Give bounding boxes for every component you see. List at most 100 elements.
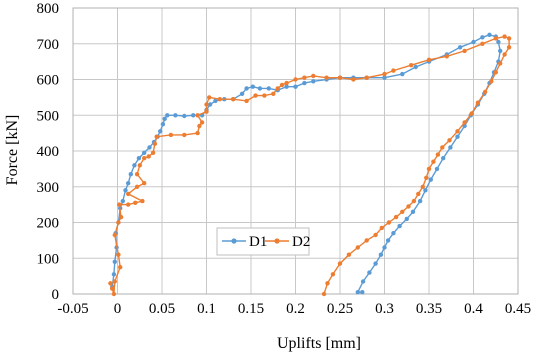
legend: D1 D2 xyxy=(216,227,310,256)
series-d2-point xyxy=(321,291,327,297)
series-d1-point xyxy=(367,270,372,275)
series-d2-point xyxy=(325,281,330,286)
series-d1-point xyxy=(423,188,428,193)
series-d2-point xyxy=(379,225,384,231)
series-d1-point xyxy=(142,150,147,155)
series-d2-point xyxy=(393,214,399,220)
y-tick-label: 0 xyxy=(52,287,60,303)
series-d1-point xyxy=(162,116,167,122)
series-d1-point xyxy=(128,172,133,177)
series-d2-point xyxy=(330,272,336,277)
series-d2-point xyxy=(302,75,307,80)
series-d2-point xyxy=(435,152,441,157)
series-d1-point xyxy=(111,272,117,277)
series-d1-point xyxy=(428,177,433,182)
series-d2-point xyxy=(455,129,460,134)
legend-d1-label: D1 xyxy=(249,234,267,250)
series-d2-point xyxy=(279,82,285,88)
series-d2-point xyxy=(112,232,118,238)
x-tick-label: 0.2 xyxy=(286,301,305,317)
series-d2-point xyxy=(444,54,449,59)
series-d2-point xyxy=(482,89,488,95)
series-d1-point xyxy=(471,39,476,45)
series-d2-point xyxy=(271,91,276,97)
series-d2-point xyxy=(133,200,138,205)
series-d2-point xyxy=(493,70,498,75)
x-tick-label: 0.35 xyxy=(416,301,442,317)
series-d1-point xyxy=(378,252,384,257)
series-d1-point xyxy=(373,261,378,266)
series-d1-point xyxy=(360,290,365,295)
series-d2-point xyxy=(406,204,411,209)
x-tick-label: 0.3 xyxy=(375,301,394,317)
y-axis-title: Force [kN] xyxy=(4,115,21,186)
series-d2-point xyxy=(447,138,452,143)
series-layer xyxy=(108,32,512,297)
series-d2-point xyxy=(440,145,445,150)
y-tick-label: 800 xyxy=(37,1,60,17)
series-d1-point xyxy=(136,156,142,161)
series-d2-point xyxy=(462,48,467,54)
series-d2-point xyxy=(150,150,156,155)
series-d1-point xyxy=(498,48,503,54)
y-tick-label: 500 xyxy=(37,108,60,124)
series-d2-point xyxy=(137,163,142,168)
series-d2-line xyxy=(109,35,510,295)
series-d1-point xyxy=(434,166,440,172)
series-d1-point xyxy=(302,80,307,86)
series-d2-point xyxy=(506,45,512,50)
series-d1-point xyxy=(455,134,460,139)
series-d1-point xyxy=(487,32,492,37)
series-d2-point xyxy=(475,100,481,105)
series-d2-point xyxy=(293,77,298,82)
series-d2-point xyxy=(311,73,316,79)
series-d1-point xyxy=(132,163,137,168)
series-d2-point xyxy=(204,109,209,114)
series-d2-point xyxy=(262,93,267,98)
series-d1-point xyxy=(311,79,316,84)
series-d2-point xyxy=(116,252,121,257)
series-d2-point xyxy=(195,113,200,118)
series-d2-point xyxy=(382,71,387,77)
series-d2-point xyxy=(204,102,209,107)
series-d2-point xyxy=(111,291,117,297)
series-d1-point xyxy=(239,91,245,97)
series-d2-point xyxy=(364,238,369,243)
series-d2-point xyxy=(502,34,507,39)
y-tick-label: 600 xyxy=(37,73,60,89)
series-d1-point xyxy=(244,86,249,91)
series-d1-point xyxy=(284,84,289,89)
x-tick-label: 0.45 xyxy=(505,301,531,317)
series-d2-point xyxy=(373,232,378,238)
series-d2-point xyxy=(426,57,432,62)
series-d1-point xyxy=(158,129,163,134)
series-d1-point xyxy=(191,113,196,118)
y-tick-label: 300 xyxy=(37,180,60,196)
series-d2-point xyxy=(253,93,258,98)
series-d1-point xyxy=(360,279,366,284)
series-d2-point xyxy=(426,166,432,172)
series-d1-point xyxy=(441,156,446,161)
series-d2-point xyxy=(337,75,343,80)
series-d1-point xyxy=(397,223,402,229)
series-d2-point xyxy=(409,62,414,68)
series-d2-point xyxy=(182,132,187,138)
legend-d2-label: D2 xyxy=(292,234,310,250)
series-d2-point xyxy=(118,265,123,270)
series-d2-point xyxy=(110,286,115,291)
series-d1-point xyxy=(126,181,131,186)
series-d2-point xyxy=(146,154,151,159)
series-d1-point xyxy=(213,98,218,104)
series-d2-point xyxy=(462,120,467,125)
series-d1-point xyxy=(293,84,298,89)
series-d1-point xyxy=(250,84,255,89)
series-d2-point xyxy=(231,97,236,102)
series-d2-point xyxy=(142,181,147,186)
series-d1-point xyxy=(173,113,178,118)
series-d2-point xyxy=(134,184,140,189)
series-d2-point xyxy=(416,191,421,197)
series-d2-point xyxy=(480,41,485,46)
series-d2-point xyxy=(108,281,113,286)
series-d2-point xyxy=(431,159,436,164)
series-d1-point xyxy=(207,102,213,107)
